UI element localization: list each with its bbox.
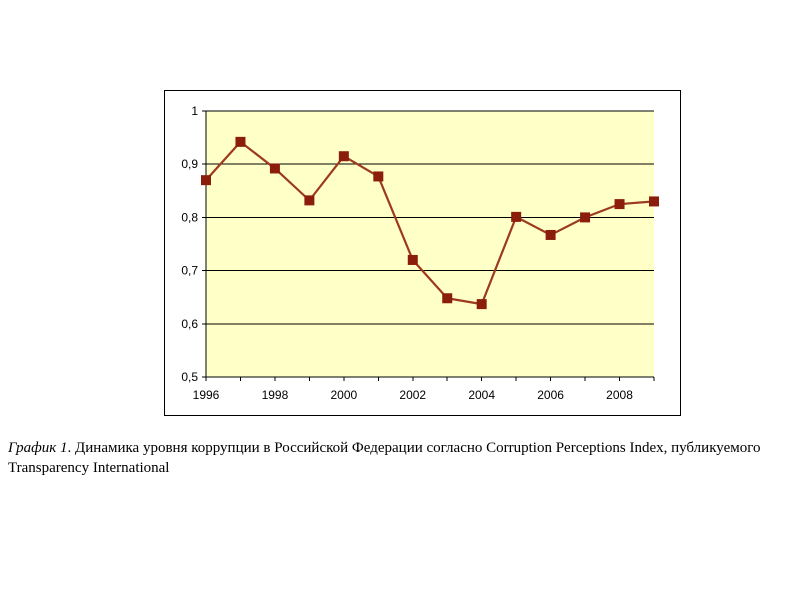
data-point: [373, 171, 384, 182]
x-tick-label: 2000: [330, 388, 357, 402]
data-point: [338, 151, 349, 162]
caption-text: . Динамика уровня коррупции в Российской…: [8, 440, 761, 476]
data-point: [407, 254, 418, 265]
y-tick-label: 0,9: [181, 157, 198, 171]
figure-caption: График 1. Динамика уровня коррупции в Ро…: [8, 438, 798, 478]
data-point: [269, 163, 280, 174]
x-tick-label: 1996: [193, 388, 220, 402]
x-tick-label: 2008: [606, 388, 633, 402]
plot-area: [206, 111, 654, 377]
y-tick-label: 0,8: [181, 210, 198, 224]
x-tick-label: 2002: [399, 388, 426, 402]
y-tick-label: 0,5: [181, 370, 198, 384]
gridlines: [206, 110, 654, 325]
data-point: [235, 136, 246, 147]
y-tick-label: 0,6: [181, 317, 198, 331]
series-line: [205, 140, 655, 306]
x-tick-label: 2004: [468, 388, 495, 402]
tick-labels: 0,5 0,6 0,7 0,8 0,9 1 1996 1998 2000 2002 2004 2006…: [181, 104, 633, 402]
data-point: [580, 212, 591, 223]
data-point: [614, 199, 625, 210]
y-tick-label: 0,7: [181, 264, 198, 278]
data-point: [201, 175, 211, 186]
data-point: [545, 229, 556, 240]
data-point: [511, 211, 522, 222]
y-tick-label: 1: [191, 104, 198, 118]
caption-label: График 1: [8, 440, 68, 456]
x-tick-label: 2006: [537, 388, 564, 402]
data-point: [649, 196, 659, 207]
data-point: [442, 293, 453, 304]
series: [201, 136, 659, 310]
x-tick-label: 1998: [262, 388, 289, 402]
data-point: [476, 299, 487, 310]
data-point: [304, 195, 315, 206]
axes: [202, 110, 655, 381]
